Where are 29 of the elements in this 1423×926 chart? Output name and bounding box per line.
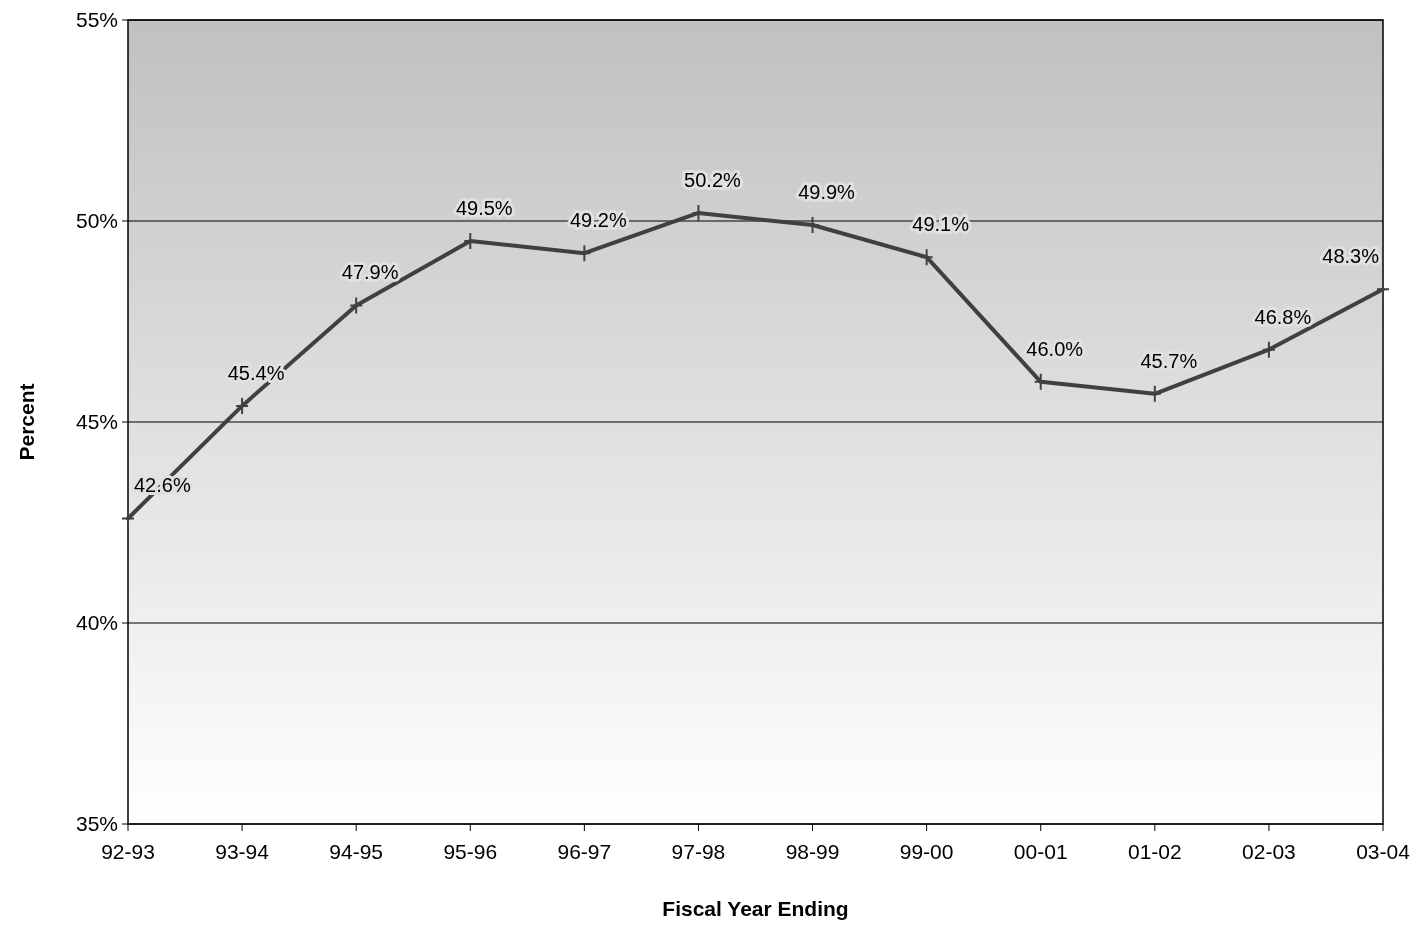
x-axis-title: Fiscal Year Ending	[662, 897, 849, 920]
x-tick-label: 02-03	[1242, 840, 1296, 863]
x-tick-label: 95-96	[443, 840, 498, 863]
y-tick-label: 40%	[75, 611, 118, 635]
data-label: 48.3%	[1322, 245, 1380, 268]
data-label: 49.5%	[455, 197, 513, 220]
x-tick-label: 92-93	[101, 840, 155, 863]
data-label: 49.2%	[570, 209, 627, 232]
y-tick-label: 55%	[75, 8, 118, 32]
data-label: 46.0%	[1026, 337, 1084, 360]
x-tick-label: 01-02	[1127, 840, 1182, 863]
data-label: 45.7%	[1140, 349, 1198, 372]
y-tick-label: 45%	[75, 410, 118, 434]
x-tick-label: 00-01	[1013, 840, 1068, 863]
data-label: 49.9%	[798, 181, 856, 204]
data-label: 47.9%	[341, 261, 399, 284]
x-tick-label: 03-04	[1356, 840, 1411, 863]
x-tick-label: 99-00	[899, 840, 954, 863]
y-tick-label: 50%	[75, 209, 118, 233]
y-tick-label: 35%	[75, 812, 118, 836]
y-axis-title: Percent	[15, 383, 38, 461]
data-label: 50.2%	[684, 168, 742, 191]
x-tick-label: 96-97	[557, 840, 612, 863]
data-label: 49.1%	[912, 213, 970, 236]
x-tick-label: 98-99	[785, 840, 840, 863]
x-tick-label: 93-94	[215, 840, 270, 863]
data-label: 46.8%	[1254, 305, 1312, 328]
x-tick-label: 97-98	[671, 840, 726, 863]
x-tick-label: 94-95	[329, 840, 384, 863]
